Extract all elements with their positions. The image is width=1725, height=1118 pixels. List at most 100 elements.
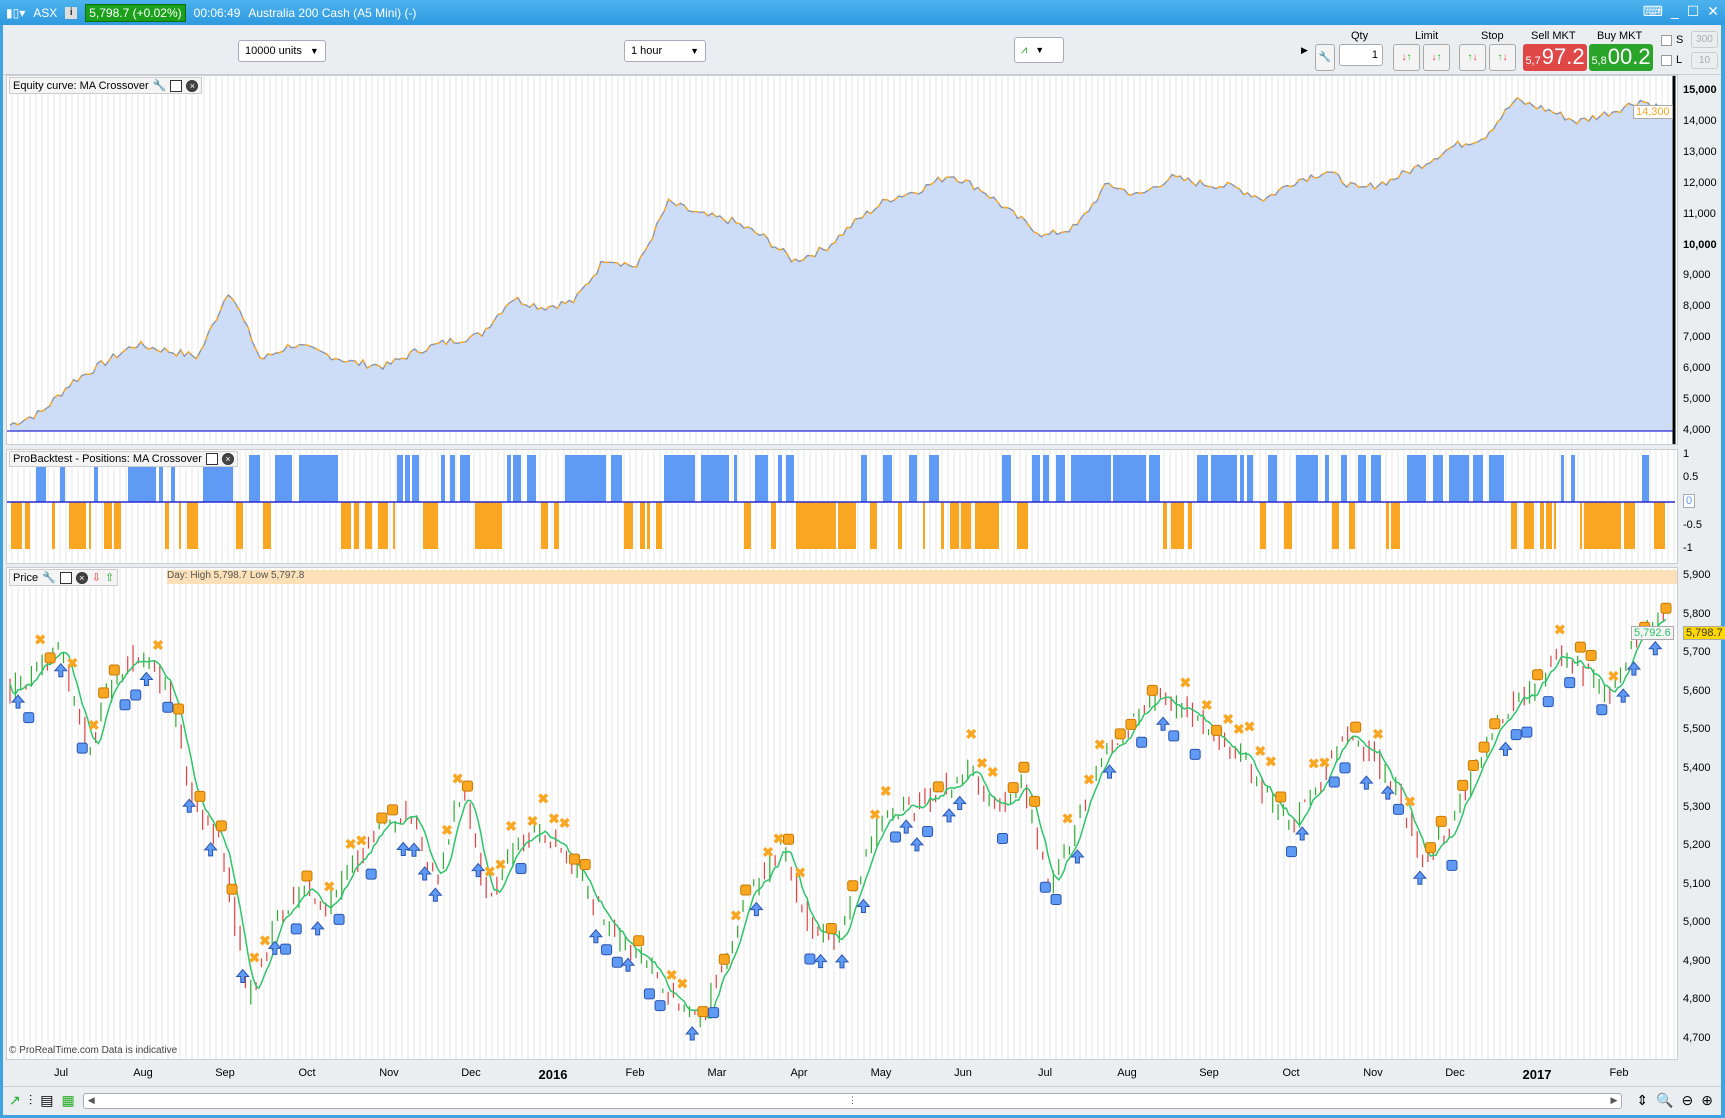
session-stripe [1265, 568, 1267, 1059]
session-stripe [743, 568, 745, 1059]
session-stripe [1205, 568, 1207, 1059]
keyboard-icon[interactable]: ⌨ [1642, 3, 1663, 19]
l-value-input[interactable]: 10 [1691, 52, 1718, 69]
units-select[interactable]: 10000 units ▼ [238, 40, 326, 62]
wrench-icon[interactable]: 🔧 [1315, 44, 1335, 71]
buy-arrow-marker [1616, 688, 1631, 703]
scroll-left-icon[interactable]: ◀ [87, 1095, 95, 1105]
positions-chart[interactable] [7, 450, 1677, 563]
short-position-bar [393, 502, 395, 549]
bottom-toolbar: ↗ ⫶ ▤ ▦ ◀ ⋮ ▶ ⇕ 🔍 ⊖ ⊕ [3, 1086, 1721, 1114]
chart-add-icon[interactable]: ↗ [9, 1092, 21, 1108]
limit-sell-button[interactable]: ↓ ↑ [1423, 44, 1450, 71]
s-checkbox[interactable] [1661, 35, 1672, 46]
short-exit-marker [226, 883, 238, 895]
long-position-bar [1561, 455, 1564, 502]
session-stripe [125, 76, 127, 444]
maximize-button[interactable]: ☐ [1686, 3, 1700, 19]
info-icon[interactable]: i [65, 6, 78, 19]
close-panel-icon[interactable]: × [221, 453, 234, 465]
maximize-panel-icon[interactable] [205, 453, 218, 465]
session-stripe [491, 76, 493, 444]
sell-market-button[interactable]: 5,7 97.2 [1523, 44, 1587, 71]
minimize-button[interactable]: _ [1670, 3, 1679, 19]
limit-buy-button[interactable]: ↓ ↑ [1393, 44, 1420, 71]
session-stripe [1091, 450, 1093, 563]
close-panel-icon[interactable]: × [186, 79, 199, 92]
symbol[interactable]: ASX [33, 5, 58, 20]
expand-arrow-icon[interactable]: ▶ [1301, 45, 1308, 55]
long-exit-marker [130, 689, 142, 701]
horizontal-scrollbar[interactable]: ◀ ⋮ ▶ [82, 1092, 1623, 1109]
buy-arrow-icon[interactable]: ⇧ [104, 572, 115, 584]
axis-tick-label: 5,200 [1683, 839, 1711, 852]
session-stripe [1361, 450, 1363, 563]
session-stripe [365, 568, 367, 1059]
sell-cross-marker: ✖ [34, 632, 46, 648]
sell-cross-marker: ✖ [1201, 697, 1213, 713]
session-stripe [1445, 568, 1447, 1059]
maximize-panel-icon[interactable] [170, 79, 183, 92]
session-stripe [707, 568, 709, 1059]
long-exit-marker [280, 943, 292, 955]
long-exit-marker [333, 913, 345, 925]
month-label: Feb [625, 1067, 645, 1079]
session-stripe [515, 450, 517, 563]
buy-arrow-marker [834, 954, 850, 969]
indicators-button[interactable]: ⩘ ▼ [1014, 37, 1064, 63]
zoom-out-icon[interactable]: ⊖ [1681, 1092, 1694, 1108]
wrench-icon[interactable]: 🔧 [42, 572, 56, 584]
session-stripe [41, 76, 43, 444]
session-stripe [35, 568, 37, 1059]
autoscale-icon[interactable]: ⇕ [1636, 1092, 1649, 1108]
session-stripe [1451, 450, 1453, 563]
month-label: Aug [133, 1067, 153, 1079]
session-stripe [485, 76, 487, 444]
candles-icon[interactable]: ⫶ [28, 1092, 33, 1108]
qty-input[interactable]: 1 [1339, 44, 1383, 66]
title-bar: ▮▯▾ ASX i 5,798.7 (+0.02%) 00:06:49 Aust… [0, 0, 1725, 25]
equity-chart[interactable] [7, 76, 1677, 444]
s-value-input[interactable]: 300 [1691, 31, 1718, 48]
close-panel-icon[interactable]: × [75, 571, 88, 584]
stop-sell-button[interactable]: ↑ ↓ [1489, 44, 1516, 71]
zoom-in-icon[interactable]: ⊕ [1701, 1092, 1713, 1108]
qty-label: Qty [1351, 30, 1369, 42]
session-stripe [1415, 450, 1417, 563]
session-stripe [803, 568, 805, 1059]
session-stripe [281, 450, 283, 563]
session-stripe [1253, 568, 1255, 1059]
session-stripe [917, 568, 919, 1059]
chart-type-icon[interactable]: ▮▯▾ [6, 5, 26, 20]
session-stripe [1499, 568, 1501, 1059]
session-stripe [761, 450, 763, 563]
session-stripe [989, 568, 991, 1059]
scroll-right-icon[interactable]: ▶ [1610, 1095, 1618, 1105]
sell-arrow-icon[interactable]: ⇩ [91, 572, 101, 584]
zoom-fit-icon[interactable]: 🔍 [1656, 1092, 1674, 1108]
session-stripe [1055, 450, 1057, 563]
session-stripe [101, 568, 103, 1059]
session-stripe [1007, 568, 1009, 1059]
close-button[interactable]: ✕ [1707, 3, 1719, 19]
sell-cross-marker: ✖ [1308, 756, 1320, 772]
session-stripe [1559, 568, 1561, 1059]
sell-cross-marker: ✖ [1254, 743, 1266, 759]
sell-cross-marker: ✖ [505, 818, 517, 834]
session-stripe [689, 568, 691, 1059]
stop-buy-button[interactable]: ↑ ↓ [1459, 44, 1486, 71]
timeframe-select[interactable]: 1 hour ▼ [624, 40, 706, 62]
table-icon[interactable]: ▦ [61, 1092, 75, 1108]
wrench-icon[interactable]: 🔧 [152, 80, 167, 92]
session-stripe [683, 450, 685, 563]
session-stripe [755, 568, 757, 1059]
list-icon[interactable]: ▤ [40, 1092, 54, 1108]
session-stripe [263, 76, 265, 444]
buy-market-button[interactable]: 5,8 00.2 [1589, 44, 1653, 71]
l-checkbox[interactable] [1661, 55, 1672, 66]
maximize-panel-icon[interactable] [59, 571, 72, 584]
session-stripe [797, 568, 799, 1059]
session-stripe [107, 568, 109, 1059]
last-price-badge: 5,798.7 (+0.02%) [85, 3, 186, 22]
price-chart[interactable]: ✖✖✖✖✖✖✖✖✖✖✖✖✖✖ ✖✖✖✖✖✖✖✖✖✖✖✖✖✖✖✖✖✖✖✖✖✖✖✖✖ ✖… [7, 568, 1677, 1059]
